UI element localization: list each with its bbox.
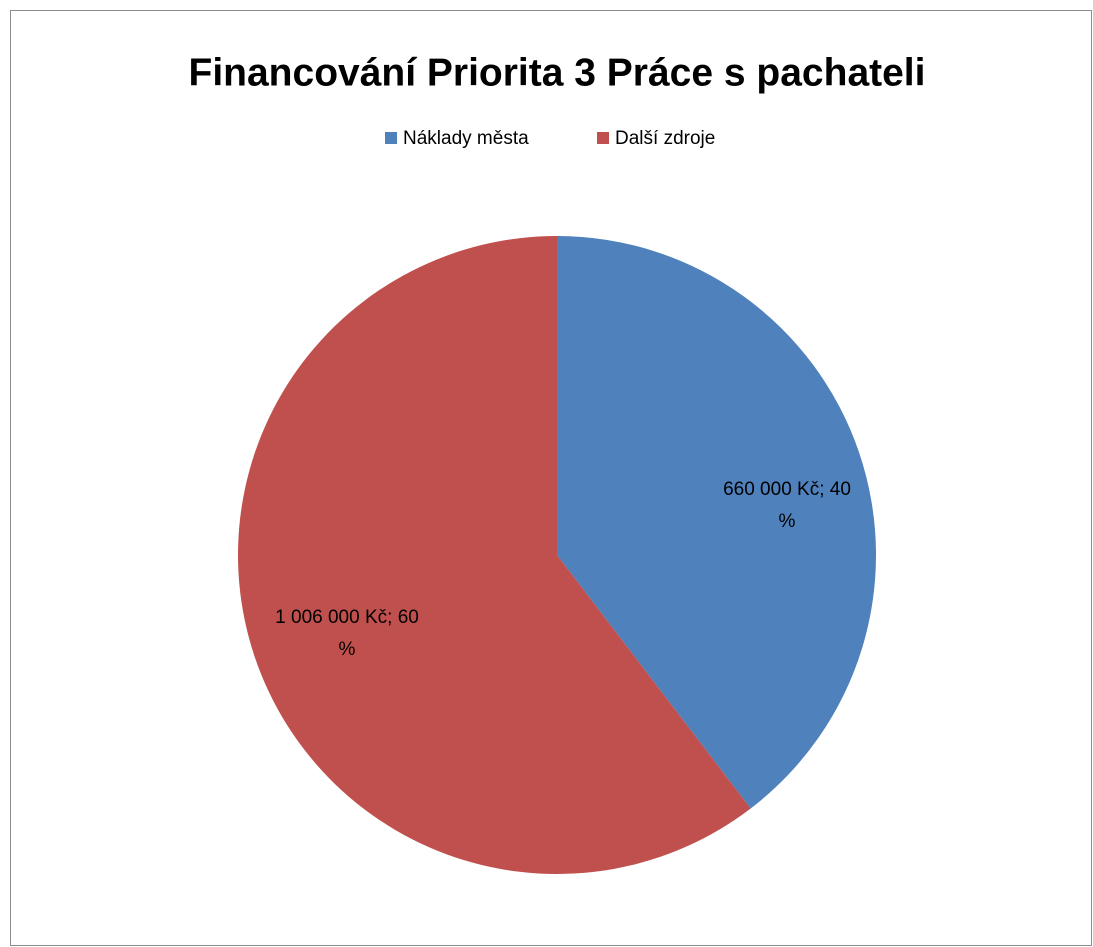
data-label: 660 000 Kč; 40 % bbox=[723, 479, 851, 532]
pie-slice bbox=[237, 236, 751, 874]
legend-label: Náklady města bbox=[403, 128, 529, 149]
legend-swatch bbox=[385, 132, 397, 144]
data-label: 1 006 000 Kč; 60 % bbox=[275, 607, 419, 660]
pie-slice bbox=[557, 236, 876, 809]
legend-label: Další zdroje bbox=[615, 128, 715, 149]
legend-swatch bbox=[597, 132, 609, 144]
chart-title: Financování Priorita 3 Práce s pachateli bbox=[189, 51, 926, 94]
